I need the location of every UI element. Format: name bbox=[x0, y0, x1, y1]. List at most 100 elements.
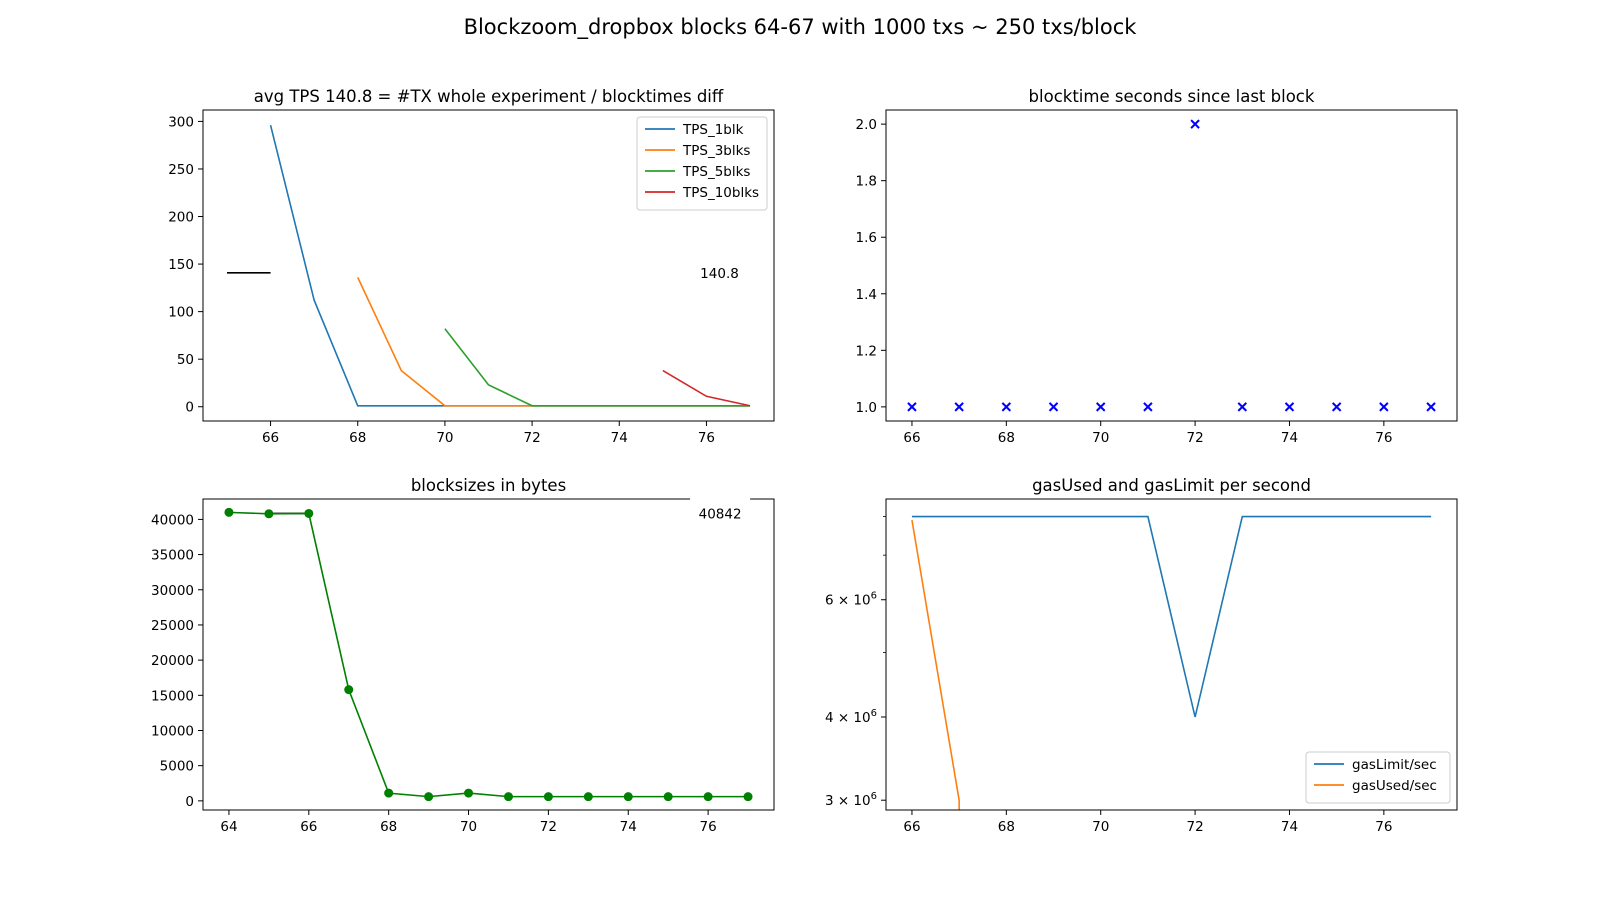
blocksizes-ytick-label: 0 bbox=[185, 794, 194, 810]
blocktime-ytick-label: 2.0 bbox=[856, 117, 877, 133]
blocktime-ytick-label: 1.4 bbox=[856, 287, 877, 303]
tps-ytick-label: 50 bbox=[177, 352, 194, 368]
tps-xtick-label: 70 bbox=[436, 430, 453, 446]
blocksizes-point bbox=[304, 508, 314, 518]
blocksizes-point bbox=[264, 509, 274, 519]
blocksizes-ytick-label: 15000 bbox=[151, 688, 194, 704]
blocktime-axes-frame bbox=[885, 109, 1458, 422]
gas-legend-label: gasUsed/sec bbox=[1352, 778, 1437, 794]
blocktime-point bbox=[1284, 402, 1295, 412]
blocksizes-ytick-label: 5000 bbox=[160, 759, 194, 775]
blocktime-xtick-label: 74 bbox=[1281, 430, 1298, 446]
tps-xtick-label: 68 bbox=[349, 430, 366, 446]
blocksizes-axes-frame bbox=[202, 498, 775, 811]
blocktime-point bbox=[1001, 402, 1012, 412]
blocktime-title: blocktime seconds since last block bbox=[1029, 87, 1315, 106]
blocktime-plot-area bbox=[907, 119, 1436, 412]
blocksizes-point bbox=[464, 788, 474, 798]
gas-legend: gasLimit/sec gasUsed/sec bbox=[1305, 751, 1451, 804]
tps-ytick-label: 0 bbox=[185, 400, 194, 416]
blocksizes-plot-area bbox=[224, 507, 753, 802]
tps-legend-label: TPS_10blks bbox=[682, 185, 759, 201]
blocktime-point bbox=[907, 402, 917, 412]
gas-axes-frame bbox=[885, 498, 1458, 811]
blocktime-point bbox=[1096, 402, 1106, 412]
blocktime-point bbox=[1143, 402, 1153, 412]
tps-ytick-label: 150 bbox=[168, 257, 194, 273]
gas-xtick-label: 66 bbox=[903, 819, 920, 835]
blocktime-point bbox=[1048, 402, 1059, 412]
blocktime-point bbox=[1190, 119, 1200, 129]
tps-legend: TPS_1blk TPS_3blks TPS_5blks TPS_10blks bbox=[636, 116, 768, 211]
blocksizes-point bbox=[703, 792, 713, 802]
blocksizes-point bbox=[543, 792, 553, 802]
figure-title: Blockzoom_dropbox blocks 64-67 with 1000… bbox=[464, 15, 1138, 40]
blocksizes-point bbox=[344, 685, 354, 695]
blocksizes-point bbox=[623, 792, 633, 802]
blocktime-ytick-label: 1.0 bbox=[856, 400, 877, 416]
blocktime-point bbox=[1426, 402, 1436, 412]
tps-ytick-label: 200 bbox=[168, 210, 194, 226]
gas-xtick-label: 76 bbox=[1375, 819, 1392, 835]
blocksizes-point bbox=[743, 792, 753, 802]
tps-title: avg TPS 140.8 = #TX whole experiment / b… bbox=[254, 87, 724, 106]
blocksizes-xtick-label: 64 bbox=[220, 819, 237, 835]
blocktime-ytick-label: 1.6 bbox=[856, 230, 877, 246]
gas-xtick-label: 72 bbox=[1187, 819, 1204, 835]
blocksizes-point bbox=[663, 792, 673, 802]
blocksizes-ytick-label: 30000 bbox=[151, 583, 194, 599]
tps-ytick-label: 250 bbox=[168, 162, 194, 178]
blocksizes-point bbox=[583, 792, 593, 802]
gas-plot-area bbox=[911, 515, 1432, 810]
blocksizes-xtick-label: 66 bbox=[300, 819, 317, 835]
gas-xtick-label: 68 bbox=[998, 819, 1015, 835]
tps-axes-frame bbox=[202, 109, 775, 422]
blocktime-point bbox=[1379, 402, 1389, 412]
blocksizes-ytick-label: 10000 bbox=[151, 723, 194, 739]
blocksizes-point bbox=[384, 788, 394, 798]
tps-legend-label: TPS_5blks bbox=[682, 164, 750, 180]
tps-xtick-label: 66 bbox=[262, 430, 279, 446]
blocktime-xtick-label: 66 bbox=[903, 430, 920, 446]
blocksizes-point bbox=[503, 792, 513, 802]
blocksizes-panel: blocksizes in bytes 64 66 68 70 72 74 76 0 5000 10… bbox=[151, 476, 775, 835]
gas-series-gasused-sec bbox=[911, 520, 960, 810]
blocktime-ytick-label: 1.2 bbox=[856, 343, 877, 359]
gas-legend-label: gasLimit/sec bbox=[1352, 757, 1437, 773]
tps-series-tps-10blks bbox=[662, 369, 751, 407]
blocktime-xtick-label: 70 bbox=[1092, 430, 1109, 446]
blocksizes-xtick-label: 68 bbox=[380, 819, 397, 835]
blocksizes-point bbox=[224, 507, 234, 517]
blocksizes-annotation: 40842 bbox=[699, 506, 742, 522]
gas-ytick-label: 4 × 106 bbox=[825, 708, 877, 726]
blocktime-xtick-label: 76 bbox=[1375, 430, 1392, 446]
blocksizes-series-line bbox=[228, 511, 749, 798]
gas-title: gasUsed and gasLimit per second bbox=[1032, 476, 1311, 495]
tps-series-tps-5blks bbox=[444, 328, 751, 407]
blocksizes-ytick-label: 20000 bbox=[151, 653, 194, 669]
blocktime-point bbox=[1331, 402, 1342, 412]
tps-xtick-label: 72 bbox=[523, 430, 540, 446]
tps-panel: avg TPS 140.8 = #TX whole experiment / b… bbox=[168, 87, 775, 446]
blocksizes-xtick-label: 76 bbox=[700, 819, 717, 835]
blocksizes-annotation-box bbox=[690, 497, 751, 524]
blocktime-xtick-label: 68 bbox=[998, 430, 1015, 446]
blocktime-panel: blocktime seconds since last block 66 68 70… bbox=[856, 87, 1458, 446]
blocktime-xtick-label: 72 bbox=[1187, 430, 1204, 446]
blocksizes-ytick-label: 40000 bbox=[151, 512, 194, 528]
tps-plot-area bbox=[226, 125, 751, 407]
blocktime-point bbox=[1237, 402, 1247, 412]
blocksizes-xtick-label: 74 bbox=[620, 819, 637, 835]
tps-legend-label: TPS_3blks bbox=[682, 143, 750, 159]
tps-annotation: 140.8 bbox=[700, 266, 739, 282]
tps-xtick-label: 76 bbox=[698, 430, 715, 446]
tps-xtick-label: 74 bbox=[611, 430, 628, 446]
blocksizes-xtick-label: 70 bbox=[460, 819, 477, 835]
tps-legend-label: TPS_1blk bbox=[682, 122, 744, 138]
tps-legend-box bbox=[636, 116, 768, 211]
blocksizes-ytick-label: 35000 bbox=[151, 548, 194, 564]
blocksizes-xtick-label: 72 bbox=[540, 819, 557, 835]
blocksizes-ytick-label: 25000 bbox=[151, 618, 194, 634]
gas-panel: gasUsed and gasLimit per second 66 68 70 72 7… bbox=[825, 476, 1458, 835]
